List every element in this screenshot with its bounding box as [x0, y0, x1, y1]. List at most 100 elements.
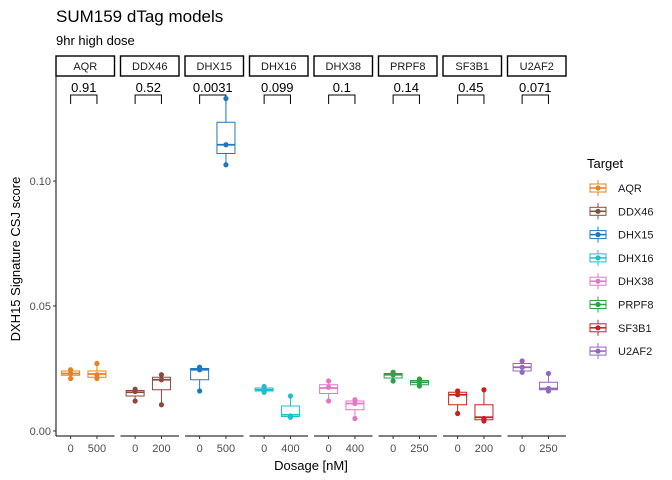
significance-bracket	[457, 94, 485, 104]
x-tick-label: 0	[68, 443, 74, 455]
p-value-label: 0.071	[519, 80, 552, 95]
significance-bracket	[134, 94, 162, 104]
x-tick-label: 400	[281, 443, 299, 455]
legend-key-point	[595, 278, 601, 284]
facet-strip-label: SF3B1	[455, 61, 489, 73]
facet-strip	[377, 55, 438, 77]
data-point	[455, 388, 461, 394]
data-point	[158, 377, 165, 383]
legend-label: DDX46	[618, 206, 653, 218]
data-point	[390, 378, 396, 384]
data-point	[94, 375, 100, 382]
data-point	[519, 364, 525, 370]
data-point	[481, 387, 487, 393]
data-point	[197, 388, 203, 394]
data-point	[481, 415, 487, 422]
data-point	[416, 383, 423, 389]
data-point	[197, 364, 203, 370]
data-point	[132, 398, 138, 404]
p-value-label: 0.14	[394, 80, 419, 95]
significance-bracket	[199, 94, 227, 104]
legend: Target AQR DDX46 DHX15 DHX16 DHX38 PRPF8 SF3B1…	[587, 156, 653, 360]
data-point	[223, 162, 229, 168]
legend-key-point	[595, 301, 601, 308]
facet-panel-prpf8: PRPF8 0.14 0 250	[377, 55, 438, 455]
legend-key-point	[595, 208, 601, 214]
legend-label: AQR	[618, 183, 642, 195]
data-point	[326, 378, 332, 384]
significance-bracket	[328, 94, 356, 104]
legend-label: SF3B1	[618, 323, 652, 335]
legend-item-ddx46: DDX46	[589, 203, 653, 220]
data-point	[416, 376, 423, 382]
significance-bracket	[392, 94, 420, 104]
data-point	[223, 142, 229, 148]
legend-item-dhx16: DHX16	[589, 249, 653, 266]
data-point	[352, 400, 358, 407]
x-tick-label: 400	[346, 443, 364, 455]
facet-strip	[119, 55, 180, 77]
y-axis: 0.00 0.05 0.10	[30, 76, 57, 438]
data-point	[326, 384, 332, 390]
data-point	[68, 367, 74, 373]
facet-panel-u2af2: U2AF2 0.071 0 250	[506, 55, 567, 455]
significance-bracket	[70, 94, 98, 104]
data-point	[158, 372, 165, 378]
facet-strip-label: DDX46	[132, 61, 167, 73]
facet-panel-dhx38: DHX38 0.1 0 400	[313, 55, 374, 455]
y-tick-label: 0.05	[30, 301, 51, 313]
data-point	[287, 393, 294, 399]
facet-strip-label: PRPF8	[390, 61, 425, 73]
data-point	[455, 392, 461, 398]
legend-title: Target	[587, 156, 624, 171]
facet-strip	[184, 55, 245, 77]
x-tick-label: 250	[410, 443, 428, 455]
facet-panel-aqr: AQR 0.91 0 500	[55, 55, 116, 455]
facet-strip	[442, 55, 503, 77]
data-point	[545, 370, 552, 377]
data-point	[519, 358, 525, 364]
data-point	[223, 95, 229, 102]
legend-item-dhx38: DHX38	[589, 273, 653, 290]
x-tick-label: 200	[475, 443, 493, 455]
facet-strip-label: DHX15	[197, 61, 232, 73]
data-point	[390, 369, 396, 375]
x-tick-label: 0	[519, 443, 525, 455]
legend-label: DHX38	[618, 276, 653, 288]
x-tick-label: 0	[261, 443, 267, 455]
facet-panel-dhx16: DHX16 0.099 0 400	[248, 55, 309, 455]
data-point	[68, 375, 74, 382]
x-tick-label: 200	[152, 443, 170, 455]
legend-item-prpf8: PRPF8	[589, 296, 653, 313]
legend-item-aqr: AQR	[589, 180, 642, 196]
p-value-label: 0.0031	[193, 80, 233, 95]
box-body	[216, 121, 236, 154]
x-tick-label: 0	[326, 443, 332, 455]
significance-bracket	[521, 94, 549, 104]
legend-item-dhx15: DHX15	[589, 226, 653, 243]
facet-strip-label: DHX38	[326, 61, 361, 73]
legend-key-point	[595, 185, 601, 191]
x-tick-label: 0	[197, 443, 203, 455]
x-tick-label: 0	[455, 443, 461, 455]
data-point	[352, 397, 358, 403]
x-tick-label: 0	[132, 443, 138, 455]
legend-item-sf3b1: SF3B1	[589, 319, 652, 336]
legend-label: U2AF2	[618, 346, 652, 358]
facet-strip-label: DHX16	[261, 61, 296, 73]
x-tick-label: 250	[539, 443, 557, 455]
legend-key-point	[595, 348, 601, 354]
data-point	[158, 402, 165, 408]
y-tick-label: 0.00	[30, 426, 51, 438]
data-point	[545, 385, 552, 392]
x-axis-title: Dosage [nM]	[274, 458, 348, 473]
facet-strip	[55, 55, 116, 77]
legend-key-point	[595, 325, 601, 331]
p-value-label: 0.1	[333, 80, 351, 95]
facet-strip-label: AQR	[73, 61, 97, 73]
legend-label: DHX16	[618, 253, 653, 265]
facet-panel-ddx46: DDX46 0.52 0 200	[119, 55, 180, 455]
x-tick-label: 500	[217, 443, 235, 455]
